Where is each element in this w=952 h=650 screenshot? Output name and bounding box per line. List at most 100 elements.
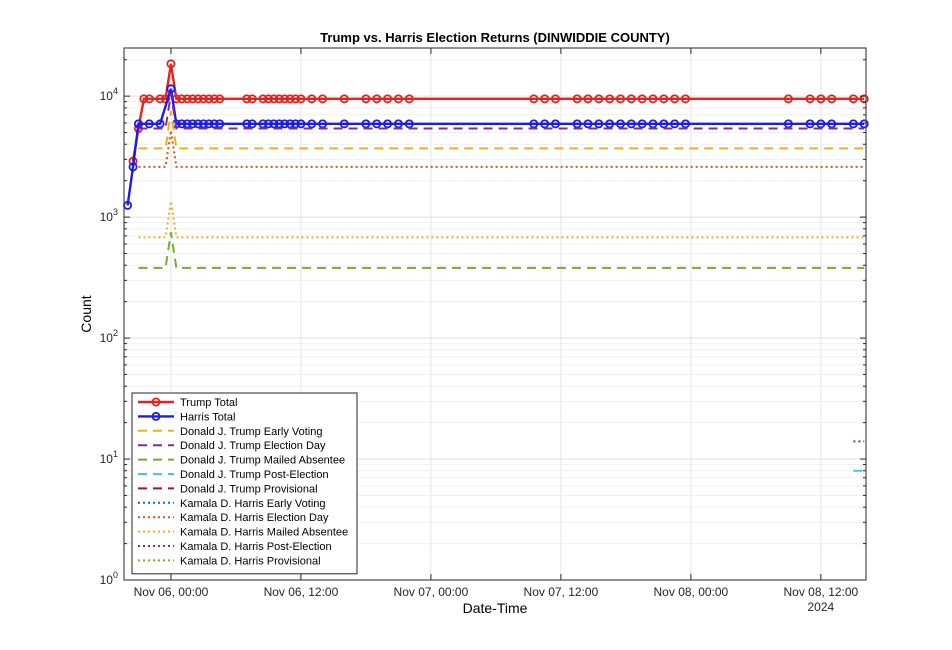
legend-entry: Donald J. Trump Election Day	[138, 440, 326, 452]
legend-label: Donald J. Trump Provisional	[180, 483, 318, 495]
legend-marker	[151, 397, 161, 407]
data-point	[188, 94, 198, 104]
data-point	[242, 94, 252, 104]
data-point	[247, 119, 257, 129]
data-point	[816, 94, 826, 104]
series-4	[138, 232, 865, 269]
data-point	[361, 119, 371, 129]
y-tick-label: 103	[100, 207, 118, 224]
data-point	[285, 119, 295, 129]
data-point	[215, 119, 225, 129]
data-point	[550, 94, 560, 104]
data-point	[848, 119, 858, 129]
y-axis-label: Count	[78, 295, 94, 332]
series-layer	[123, 59, 869, 472]
data-point	[670, 94, 680, 104]
legend-entry: Kamala D. Harris Election Day	[138, 512, 329, 524]
data-point	[258, 119, 268, 129]
data-point	[383, 119, 393, 129]
data-point	[827, 94, 837, 104]
y-tick-label: 101	[100, 449, 118, 466]
data-point	[583, 119, 593, 129]
data-point	[133, 119, 143, 129]
x-axis-year-label: 2024	[808, 600, 835, 614]
legend-label: Kamala D. Harris Mailed Absentee	[180, 527, 348, 539]
series-1	[123, 84, 869, 210]
data-point	[155, 119, 165, 129]
data-point	[805, 119, 815, 129]
y-tick-label: 104	[100, 86, 118, 103]
x-tick-label: Nov 07, 12:00	[524, 585, 599, 599]
data-point	[848, 94, 858, 104]
legend-entry: Donald J. Trump Provisional	[138, 483, 318, 495]
legend-label: Kamala D. Harris Post-Election	[180, 541, 332, 553]
y-tick-label: 102	[100, 328, 118, 345]
data-point	[339, 119, 349, 129]
legend-label: Donald J. Trump Post-Election	[180, 469, 329, 481]
data-point	[144, 94, 154, 104]
legend-entry: Kamala D. Harris Provisional	[138, 555, 321, 567]
legend-entry: Trump Total	[138, 397, 237, 409]
data-point	[637, 94, 647, 104]
legend-label: Trump Total	[180, 397, 237, 409]
data-point	[198, 119, 208, 129]
data-point	[307, 119, 317, 129]
data-point	[859, 119, 869, 129]
series-2	[138, 111, 865, 150]
data-point	[626, 119, 636, 129]
data-point	[193, 94, 203, 104]
data-point	[393, 94, 403, 104]
data-point	[209, 94, 219, 104]
data-point	[659, 119, 669, 129]
data-point	[139, 94, 149, 104]
data-point	[280, 119, 290, 129]
x-tick-label: Nov 08, 00:00	[654, 585, 729, 599]
data-point	[540, 94, 550, 104]
data-point	[783, 94, 793, 104]
series-3	[138, 93, 865, 130]
legend-entry: Kamala D. Harris Mailed Absentee	[138, 527, 348, 539]
data-point	[263, 94, 273, 104]
data-point	[670, 119, 680, 129]
legend-entry: Kamala D. Harris Early Voting	[138, 498, 326, 510]
data-point	[280, 94, 290, 104]
data-point	[123, 200, 133, 210]
data-point	[307, 94, 317, 104]
data-point	[215, 94, 225, 104]
legend-entry: Harris Total	[138, 411, 235, 423]
data-point	[269, 94, 279, 104]
data-point	[339, 94, 349, 104]
data-point	[247, 94, 257, 104]
data-point	[318, 119, 328, 129]
data-point	[155, 94, 165, 104]
data-point	[615, 119, 625, 129]
data-point	[274, 119, 284, 129]
data-point	[296, 119, 306, 129]
data-point	[198, 94, 208, 104]
legend-label: Harris Total	[180, 411, 235, 423]
data-point	[783, 119, 793, 129]
x-tick-label: Nov 08, 12:00	[784, 585, 859, 599]
data-point	[572, 119, 582, 129]
series-0	[128, 59, 869, 166]
data-point	[361, 94, 371, 104]
data-point	[626, 94, 636, 104]
data-point	[182, 94, 192, 104]
data-point	[659, 94, 669, 104]
y-tick-label: 100	[100, 570, 118, 587]
data-point	[529, 94, 539, 104]
data-point	[594, 94, 604, 104]
data-point	[242, 119, 252, 129]
axis-ticks: Nov 06, 00:00 Nov 06, 12:00 Nov 07, 00:00 N…	[100, 48, 866, 599]
legend-entry: Donald J. Trump Post-Election	[138, 469, 329, 481]
data-point	[540, 119, 550, 129]
legend-entry: Donald J. Trump Mailed Absentee	[138, 455, 345, 467]
data-point	[648, 94, 658, 104]
data-point	[209, 119, 219, 129]
data-point	[166, 84, 176, 94]
legend: Trump Total Harris Total Donald J. Trump E…	[131, 392, 358, 575]
data-point	[637, 119, 647, 129]
series-line	[138, 111, 865, 150]
data-point	[372, 94, 382, 104]
